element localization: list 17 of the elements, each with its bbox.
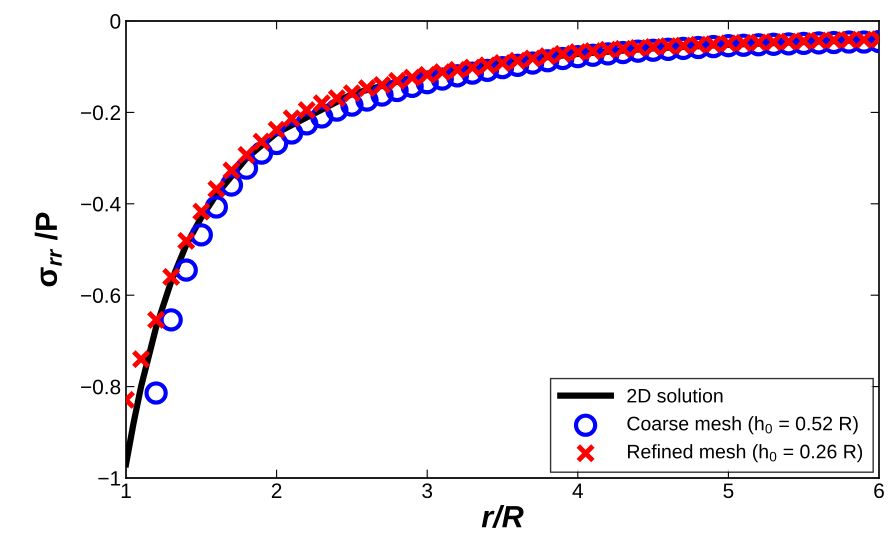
y-tick-label: −0.4 (81, 196, 121, 212)
legend-label: 2D solution (627, 388, 722, 403)
x-tick-label: 4 (572, 484, 583, 498)
y-tick-label: −1 (98, 471, 120, 486)
x-tick-label: 3 (422, 483, 432, 498)
x-axis-title: r/R (482, 505, 524, 528)
y-axis-title: σ$_{rr}$ /P (34, 212, 62, 286)
x-tick-label: 6 (874, 483, 884, 498)
y-tick-label: 0 (110, 14, 120, 29)
y-tick-label: −0.6 (81, 288, 120, 303)
legend-label: Refined mesh (h$_{0}$ = 0.26 R) (628, 444, 862, 462)
x-tick-label: 5 (723, 484, 734, 498)
legend-label: Coarse mesh (h$_{0}$ = 0.52 R) (627, 416, 858, 434)
x-tick-label: 1 (122, 484, 131, 498)
y-tick-label: −0.2 (81, 105, 120, 120)
x-tick-label: 2 (272, 483, 282, 498)
y-tick-label: −0.8 (81, 380, 120, 394)
